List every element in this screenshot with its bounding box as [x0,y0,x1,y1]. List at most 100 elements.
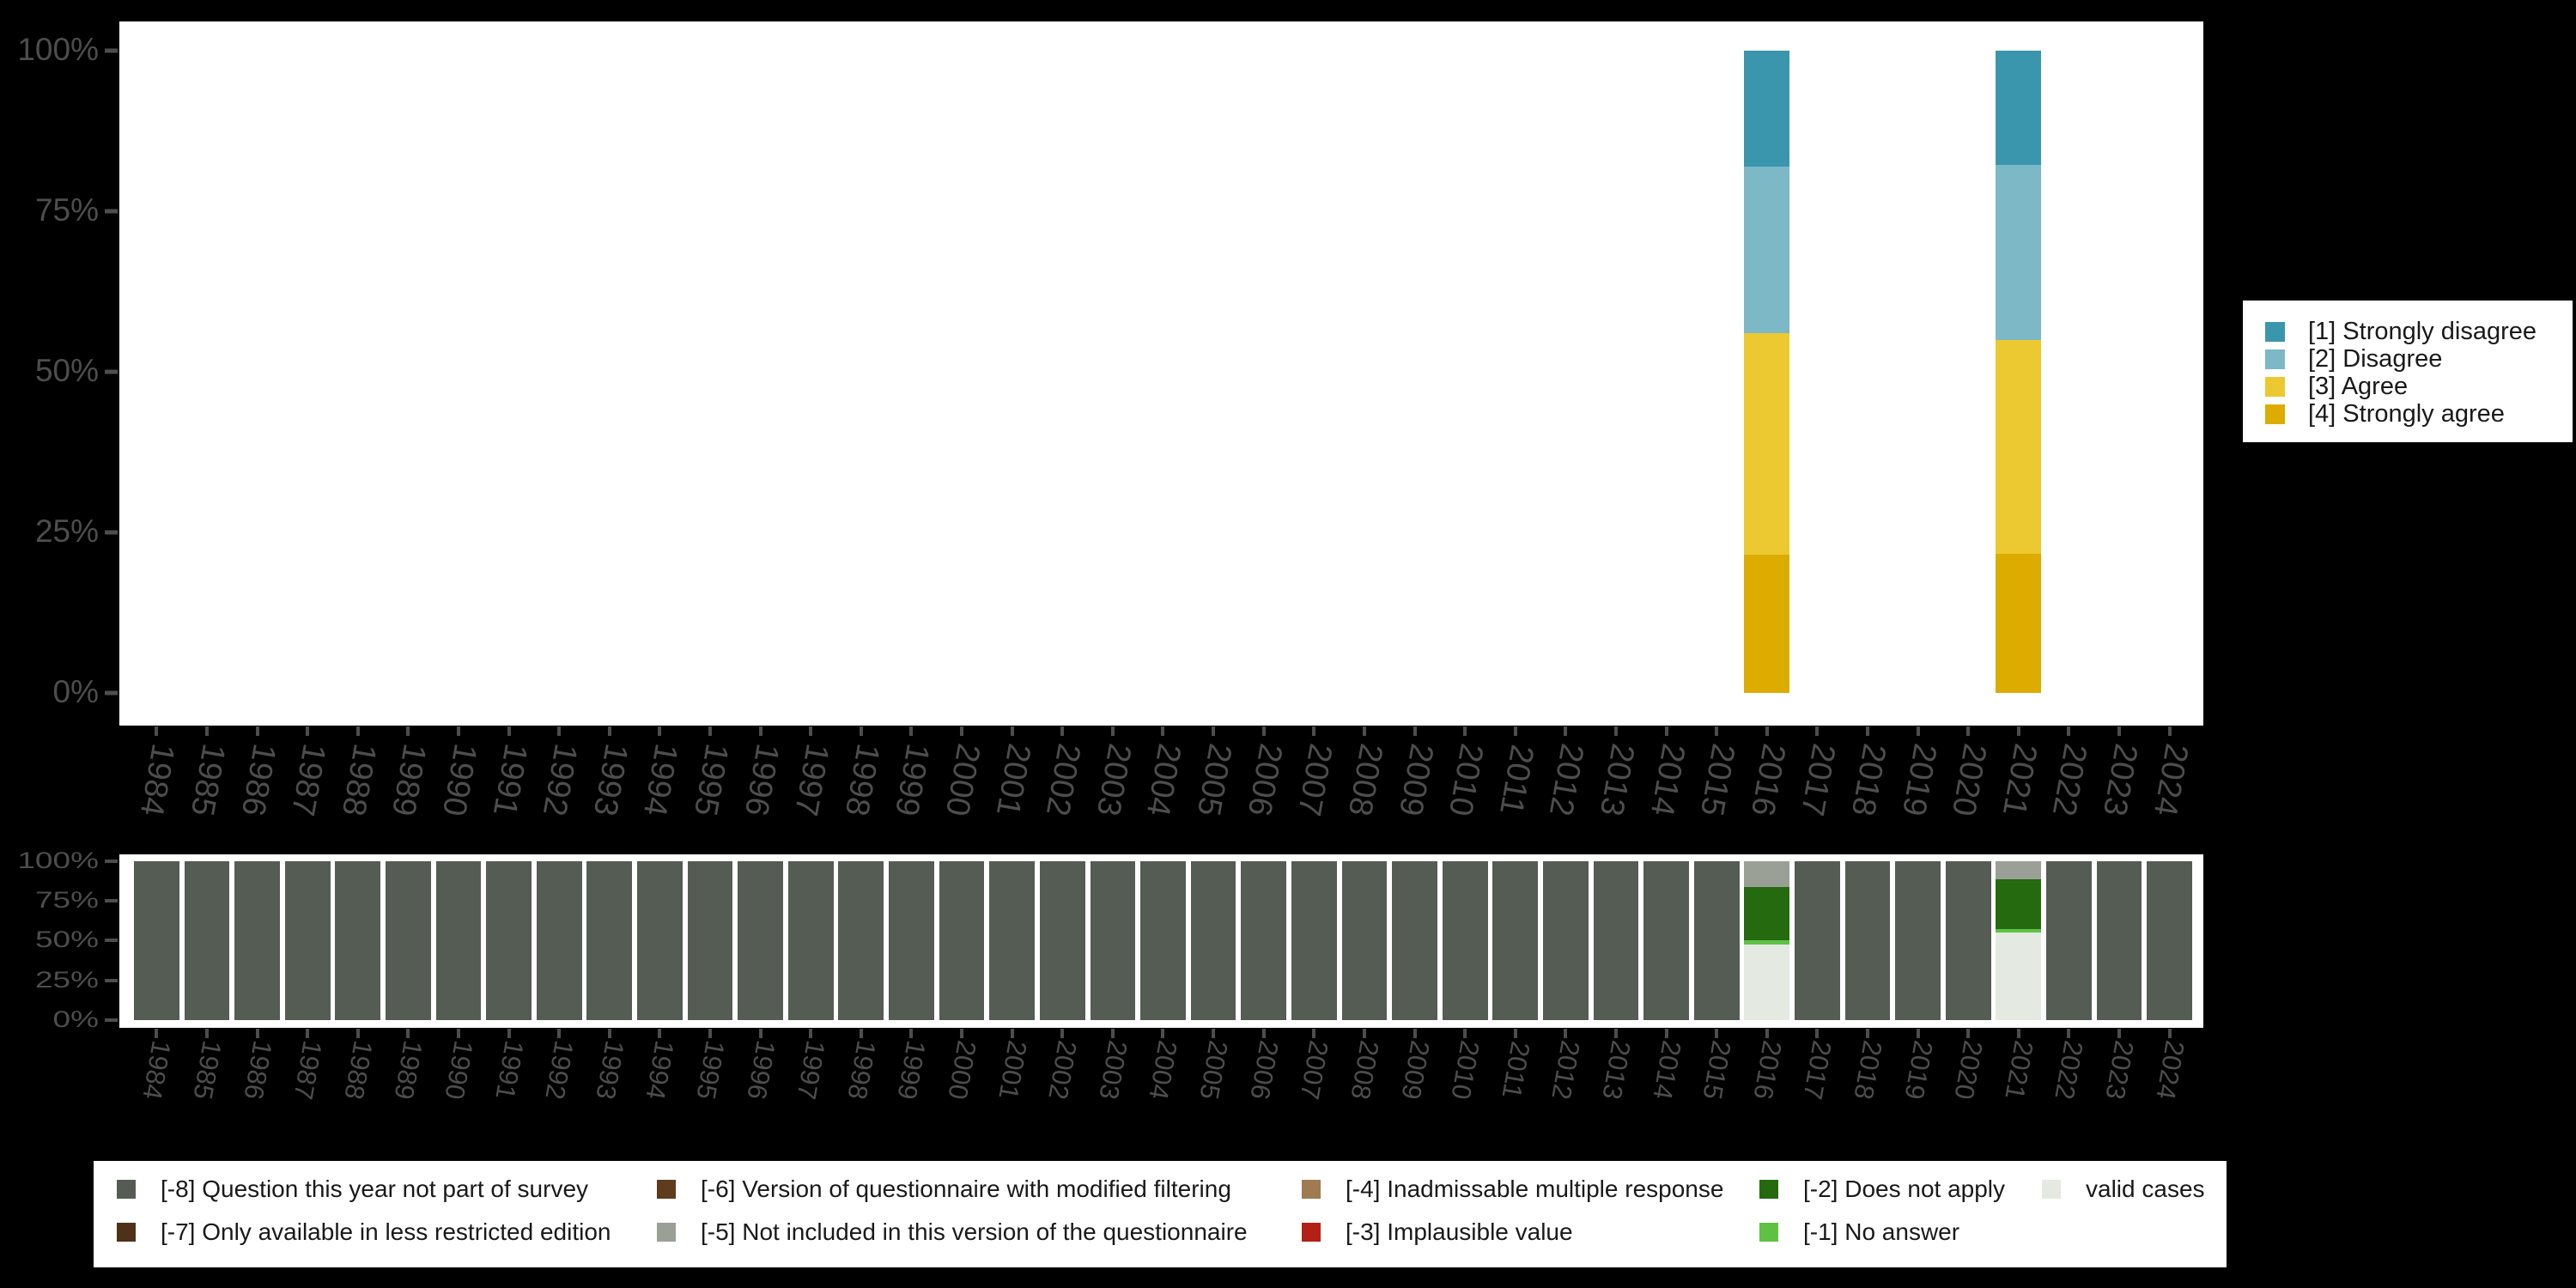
bar-segment [1542,861,1589,1020]
year-label: 2016 [1747,1038,1788,1103]
x-axis-slot: 1991 [483,1028,534,1135]
bar-slot [332,861,383,1020]
legend-entry: [-5] Not included in this version of the… [657,1220,1248,1244]
x-tick-mark [1010,726,1014,736]
bar-slot [786,861,836,1020]
x-axis-slot: 1995 [685,726,736,854]
x-axis-slot: 2005 [1188,726,1239,854]
x-tick-mark [1765,1029,1769,1038]
response-scale-legend: [1] Strongly disagree [2] Disagree [3] Agr… [2243,301,2573,442]
year-label: 2009 [1394,1038,1436,1103]
x-axis-slot: 2005 [1188,1028,1239,1135]
bar-slot [434,51,484,693]
x-axis-slot: 1987 [283,1028,333,1135]
bottom-y-axis: 100% 75% 50% 25% 0% [0,848,119,1032]
bar-slot [1742,51,1793,693]
bar-slot [383,51,434,693]
legend-swatch [657,1223,676,1242]
bar-segment [335,861,381,1020]
x-tick-mark [557,726,562,736]
y-tick-label: 25% [34,513,99,550]
legend-label: [-6] Version of questionnaire with modif… [701,1176,1231,1202]
x-axis-slot: 2012 [1540,726,1591,854]
x-tick-mark [306,726,310,736]
x-tick-mark [355,1029,360,1038]
bar-segment [1090,861,1136,1020]
x-axis-slot: 1994 [635,1028,685,1135]
bar-slot [685,51,736,693]
x-axis-slot: 2018 [1843,726,1893,854]
x-tick-mark [1060,726,1065,736]
bar-column-1986 [234,861,280,1020]
x-tick-mark [1362,726,1366,736]
bar-column-1995 [687,861,733,1020]
year-label: 1986 [237,1038,278,1103]
x-tick-mark [960,1029,964,1038]
legend-label: [1] Strongly disagree [2308,318,2537,345]
x-axis-slot: 1998 [836,726,887,854]
x-axis-slot: 2021 [1994,1028,2044,1135]
bar-column-1984 [133,861,179,1020]
bar-slot [1893,51,1943,693]
x-tick-mark [2167,726,2172,736]
y-tick-label: 75% [34,887,99,913]
legend-label: [4] Strongly agree [2308,400,2505,428]
bar-segment [1795,861,1840,1020]
bar-slot [836,51,887,693]
x-tick-mark [1815,726,1820,736]
legend-entry: [1] Strongly disagree [2265,318,2573,345]
bar-segment [1945,861,1991,1020]
x-axis-slot: 2011 [1490,726,1540,854]
bar-slot [685,861,736,1020]
bar-slot [483,51,534,693]
legend-entry: [-1] No answer [1759,1220,1959,1244]
bar-column-1993 [586,861,633,1020]
legend-entry: [-4] Inadmissable multiple response [1302,1177,1723,1201]
x-axis-slot: 1996 [735,726,786,854]
x-axis-slot: 1992 [534,1028,585,1135]
x-axis-slot: 1993 [584,726,635,854]
x-tick-mark [507,726,511,736]
bar-segment [1593,861,1639,1020]
year-label: 2023 [2099,1038,2140,1103]
x-tick-mark [2117,726,2122,736]
x-tick-mark [306,1029,310,1038]
bar-column-2016 [1744,861,1790,1020]
x-axis-slot: 2002 [1037,1028,1088,1135]
x-tick-mark [960,726,964,736]
bar-slot [937,861,987,1020]
bar-column-2003 [1090,861,1136,1020]
x-tick-mark [909,726,914,736]
x-axis-slot: 2000 [937,1028,987,1135]
year-label: 1989 [388,1038,429,1103]
bar-column-2012 [1542,861,1589,1020]
x-axis-slot: 2007 [1289,726,1340,854]
year-label: 1990 [439,1038,479,1103]
x-tick-mark [1312,726,1316,736]
legend-entry: [3] Agree [2265,374,2573,399]
bar-segment [184,861,230,1020]
bar-slot [786,51,836,693]
year-label: 1996 [740,1038,781,1103]
bar-slot [131,51,182,693]
bar-segment [1996,51,2042,166]
bar-slot [1037,51,1088,693]
x-axis-slot: 1997 [786,1028,836,1135]
top-bars-region [131,51,2195,693]
bar-slot [1340,51,1390,693]
y-tick-mark [105,899,118,902]
year-label: 1984 [137,1038,178,1103]
x-axis-slot: 1987 [283,726,333,854]
x-axis-slot: 2018 [1843,1028,1893,1135]
x-axis-slot: 1989 [383,726,434,854]
bar-slot [383,861,434,1020]
x-tick-mark [2016,1029,2020,1038]
x-tick-mark [255,726,259,736]
x-tick-mark [658,726,662,736]
bar-segment [2046,861,2092,1020]
bar-column-1991 [486,861,532,1020]
legend-label: [-2] Does not apply [1803,1176,2006,1202]
year-label: 2014 [1646,1038,1687,1103]
bar-slot [1037,861,1088,1020]
